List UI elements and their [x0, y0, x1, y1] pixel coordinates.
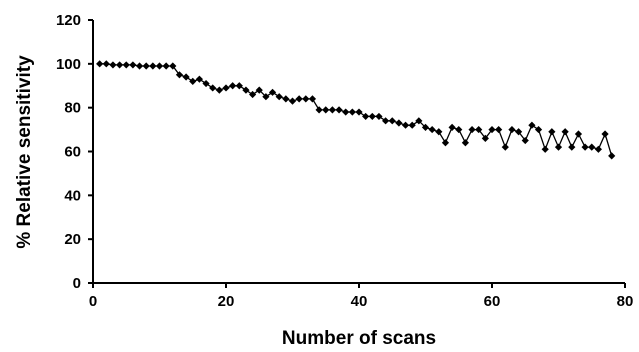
data-point — [288, 97, 297, 105]
data-point — [448, 123, 456, 131]
data-point — [481, 134, 489, 142]
data-point — [501, 143, 509, 151]
y-ticks: 0 20 40 60 80 100 120 — [56, 12, 93, 292]
data-point — [488, 125, 496, 134]
y-tick-label: 120 — [56, 12, 81, 29]
data-point — [395, 119, 403, 127]
data-point — [235, 82, 243, 90]
data-point — [229, 82, 237, 90]
data-point — [534, 125, 543, 134]
data-point — [122, 61, 130, 69]
data-point — [554, 143, 563, 151]
data-point — [375, 112, 383, 121]
data-point — [328, 106, 336, 114]
data-point — [322, 106, 330, 114]
data-point — [102, 60, 110, 68]
data-point — [455, 125, 463, 134]
data-point — [415, 117, 423, 125]
y-axis-title: % Relative sensitivity — [14, 55, 35, 249]
y-tick-label: 80 — [64, 100, 81, 117]
data-point — [96, 60, 104, 68]
data-point — [155, 62, 164, 70]
series-line — [99, 63, 613, 157]
data-point — [408, 121, 416, 129]
data-point — [209, 84, 217, 92]
data-point — [116, 61, 124, 69]
data-point — [129, 61, 137, 69]
data-point — [348, 108, 356, 116]
data-point — [401, 121, 410, 129]
data-point — [382, 117, 390, 125]
data-point — [594, 145, 602, 153]
data-point — [142, 62, 150, 70]
data-point — [435, 128, 443, 136]
data-point — [388, 117, 396, 125]
y-tick-label: 20 — [64, 231, 81, 248]
data-point — [275, 93, 283, 101]
data-point — [249, 90, 257, 99]
data-point — [242, 86, 250, 94]
x-ticks: 0 20 40 60 80 — [89, 283, 634, 310]
data-point — [202, 79, 210, 88]
data-point — [574, 130, 583, 138]
x-tick-label: 80 — [617, 293, 634, 310]
data-point — [521, 136, 529, 145]
y-tick-label: 60 — [64, 144, 81, 161]
data-point — [508, 125, 516, 134]
data-point — [162, 62, 170, 70]
data-point — [475, 125, 483, 134]
data-point — [175, 71, 184, 79]
data-point — [282, 95, 290, 103]
y-tick-label: 40 — [64, 187, 81, 204]
data-point — [461, 139, 469, 147]
data-point — [581, 143, 589, 151]
data-point — [215, 86, 223, 94]
series-markers — [96, 60, 616, 160]
x-tick-label: 0 — [89, 293, 97, 310]
data-point — [368, 112, 376, 121]
data-point — [515, 128, 523, 136]
data-point — [135, 62, 144, 70]
data-point — [255, 86, 263, 94]
data-point — [342, 108, 350, 116]
x-tick-label: 40 — [351, 293, 368, 310]
data-point — [568, 143, 576, 151]
data-point — [109, 61, 117, 69]
data-point — [428, 125, 436, 134]
data-point — [195, 75, 203, 83]
data-point — [268, 88, 277, 96]
data-point — [182, 73, 190, 81]
data-point — [548, 128, 556, 136]
data-point — [169, 62, 177, 70]
x-axis-title: Number of scans — [282, 328, 436, 349]
data-point — [295, 95, 303, 103]
data-point — [335, 106, 343, 114]
y-tick-label: 0 — [73, 275, 81, 292]
data-point — [362, 112, 370, 121]
data-point — [495, 125, 503, 134]
x-tick-label: 20 — [218, 293, 235, 310]
x-tick-label: 60 — [484, 293, 501, 310]
data-point — [588, 143, 596, 151]
data-point — [468, 125, 476, 134]
data-point — [302, 95, 310, 103]
data-point — [262, 93, 270, 101]
data-point — [441, 139, 450, 147]
data-point — [222, 84, 230, 92]
data-point — [561, 128, 569, 136]
data-point — [189, 77, 197, 85]
data-point — [421, 123, 430, 131]
data-point — [355, 108, 363, 116]
data-point — [608, 152, 616, 160]
data-point — [308, 95, 317, 103]
data-point — [315, 106, 323, 114]
data-point — [528, 121, 536, 129]
data-point — [149, 62, 157, 70]
data-point — [541, 145, 549, 153]
data-point — [601, 130, 609, 138]
y-tick-label: 100 — [56, 56, 81, 73]
